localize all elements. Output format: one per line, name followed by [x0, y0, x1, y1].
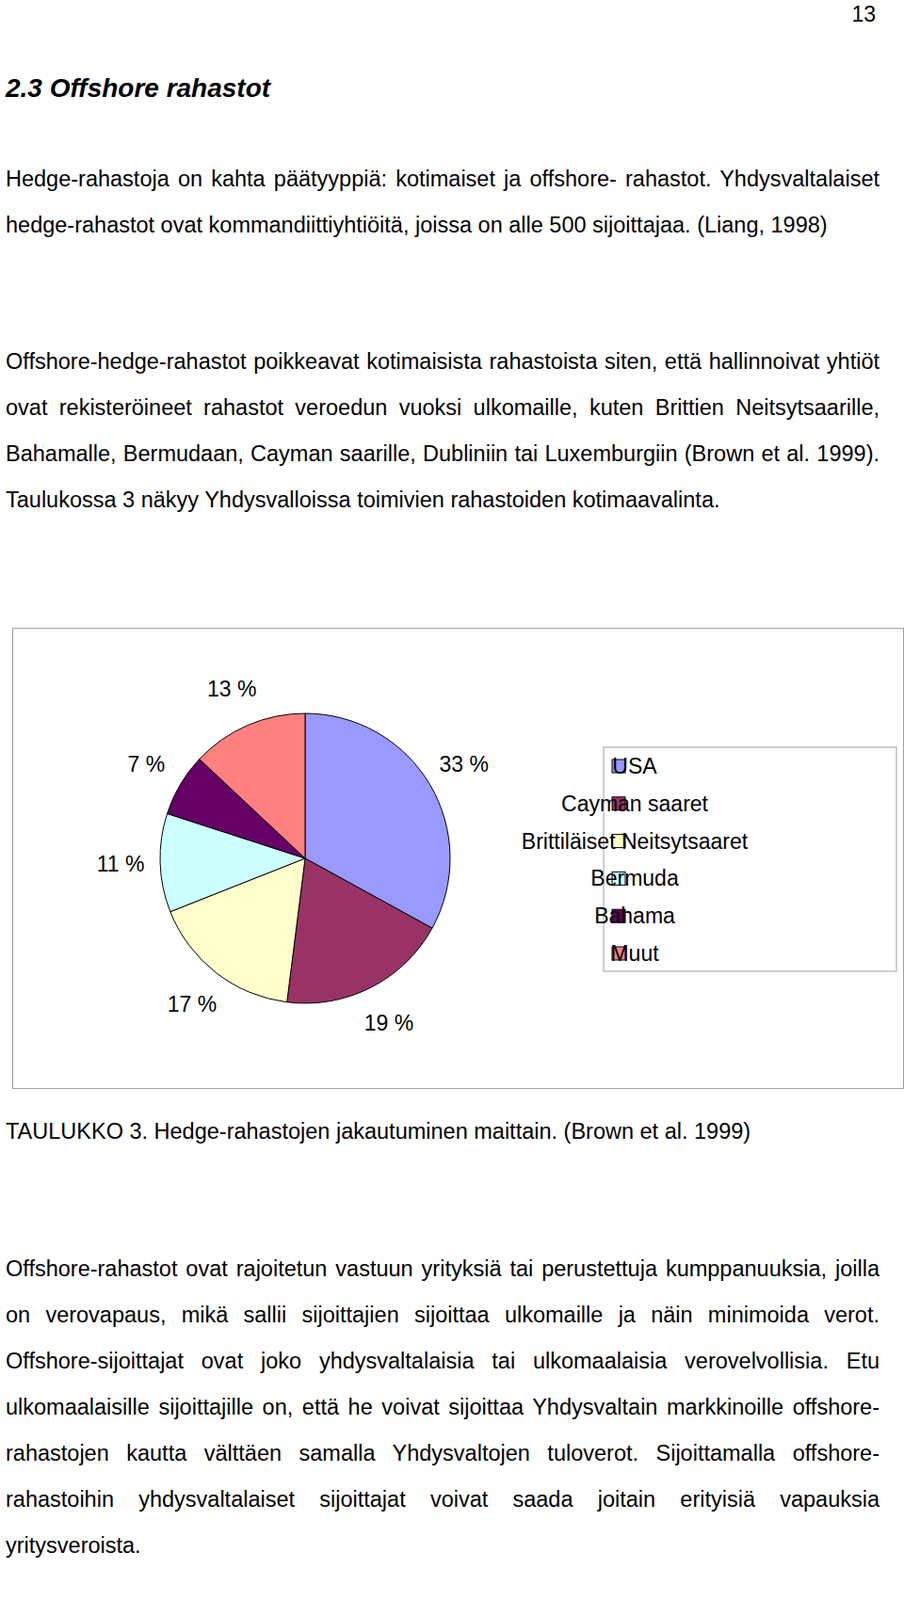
svg-text:Brittiläiset Neitsytsaaret: Brittiläiset Neitsytsaaret [521, 829, 749, 855]
svg-text:Cayman saaret: Cayman saaret [561, 791, 710, 817]
svg-text:7 %: 7 % [127, 752, 165, 777]
svg-text:Muut: Muut [610, 941, 660, 967]
html-text:Hedge-rahastoja on kahta pääty: Hedge-rahastoja on kahta päätyyppiä: kot… [5, 166, 880, 238]
svg-text:33 %: 33 % [438, 752, 488, 777]
svg-text:19 %: 19 % [364, 1011, 414, 1036]
svg-text:11 %: 11 % [96, 852, 146, 877]
svg-text:13 %: 13 % [207, 677, 257, 702]
html-text:TAULUKKO 3. Hedge-rahastojen j: TAULUKKO 3. Hedge-rahastojen jakautumine… [5, 1119, 751, 1145]
html-text:2.3 Offshore rahastot: 2.3 Offshore rahastot [5, 73, 271, 103]
svg-text:USA: USA [612, 754, 658, 779]
html-text:13: 13 [851, 1, 876, 27]
svg-text:17 %: 17 % [167, 992, 217, 1017]
html-text:Offshore-hedge-rahastot poikke: Offshore-hedge-rahastot poikkeavat kotim… [5, 349, 880, 513]
html-text:Offshore-rahastot ovat rajoite: Offshore-rahastot ovat rajoitetun vastuu… [5, 1257, 880, 1559]
svg-text:Bermuda: Bermuda [590, 866, 679, 891]
svg-text:Bahama: Bahama [594, 904, 676, 929]
